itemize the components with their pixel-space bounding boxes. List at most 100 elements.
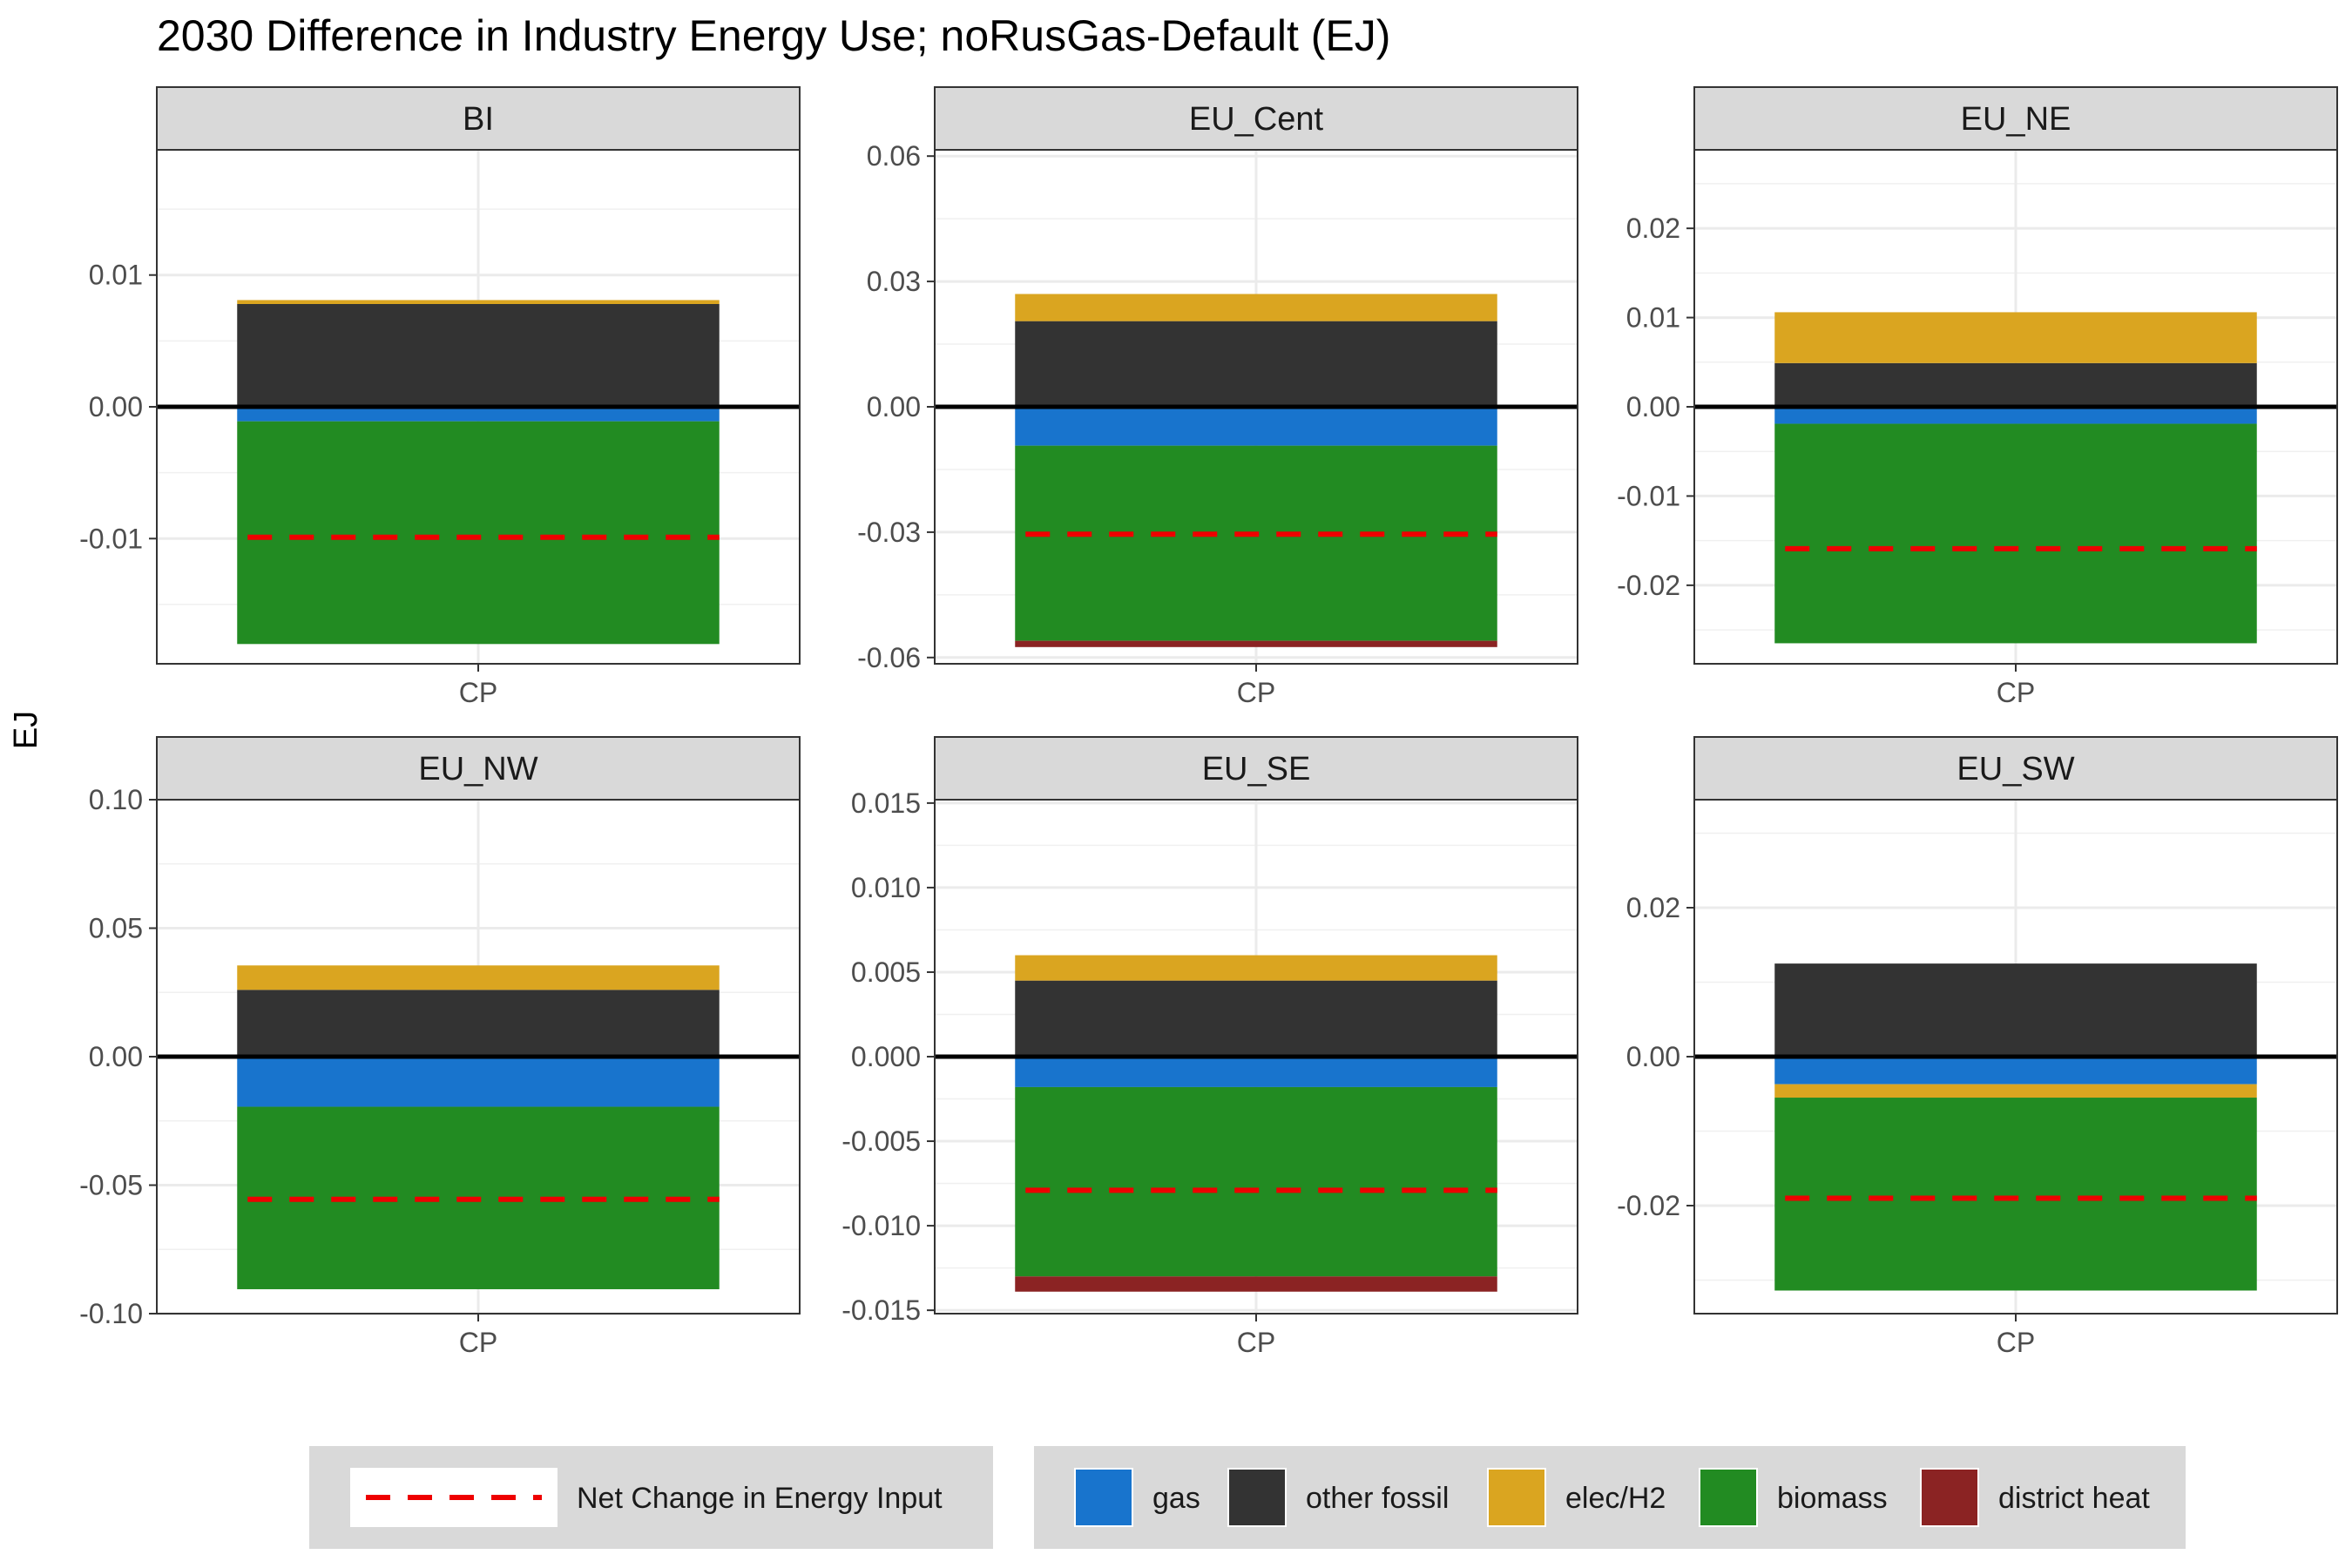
bar-segment-biomass	[1015, 445, 1497, 641]
chart-title: 2030 Difference in Industry Energy Use; …	[157, 11, 1390, 60]
y-tick-label: -0.06	[857, 642, 921, 673]
y-tick-label: -0.010	[841, 1210, 921, 1241]
legend-item-elec-h2: elec/H2	[1487, 1468, 1666, 1527]
y-tick-label: 0.000	[851, 1041, 921, 1072]
y-axis-title: EJ	[8, 711, 44, 749]
legend-key-biomass	[1700, 1470, 1756, 1525]
facet-label: EU_SW	[1957, 751, 2074, 787]
y-tick-label: 0.015	[851, 787, 921, 819]
x-tick-label: CP	[1237, 677, 1275, 708]
legend-label: Net Change in Energy Input	[577, 1482, 943, 1515]
panel-eu-cent: -0.06 -0.03 0.00 0.03 0.06 EU_Cent CP	[857, 86, 1578, 708]
y-tick-label: -0.03	[857, 517, 921, 548]
legend-key-other-fossil	[1229, 1470, 1285, 1525]
legend-item-gas: gas	[1074, 1468, 1200, 1527]
facet-label: BI	[463, 101, 494, 138]
bar-segment-other-fossil	[1015, 980, 1497, 1057]
legend-net: Net Change in Energy Input	[309, 1446, 993, 1549]
y-tick-label: 0.00	[1626, 1041, 1680, 1072]
facet-strip	[156, 736, 801, 801]
bar-segment-gas	[1015, 407, 1497, 446]
bar-segment-district-heat	[1015, 1276, 1497, 1292]
y-tick-label: 0.00	[867, 391, 921, 422]
bar-segment-biomass	[1015, 1086, 1497, 1277]
facet-label: EU_NE	[1961, 101, 2072, 138]
facet-strip	[1693, 736, 2338, 801]
bar-segment-other-fossil	[1774, 362, 2257, 407]
facet-label: EU_Cent	[1189, 101, 1324, 138]
bar-segment-elec-h2	[1774, 312, 2257, 363]
bar-segment-biomass	[1774, 1098, 2257, 1291]
y-tick-label: 0.02	[1626, 213, 1680, 244]
legend-item-district-heat: district heat	[1920, 1468, 2150, 1527]
facet-strip	[1693, 86, 2338, 151]
bar-segment-biomass	[237, 421, 720, 645]
bar-segment-other-fossil	[1774, 963, 2257, 1057]
bar-segment-biomass	[1774, 423, 2257, 644]
legend-fuels: gas other fossil elec/H2 biomass district he…	[1034, 1446, 2186, 1549]
legend-key-gas	[1076, 1470, 1132, 1525]
bar-segment-other-fossil	[237, 304, 720, 407]
x-tick-label: CP	[1997, 1327, 2035, 1358]
y-tick-label: 0.00	[1626, 391, 1680, 422]
legend-background	[1034, 1446, 2186, 1549]
facet-panels: -0.01 0.00 0.01 BI CP -0.06 -0.03 0.00 0.03 0.06 E…	[79, 86, 2338, 1358]
bar-segment-other-fossil	[237, 990, 720, 1057]
y-tick-label: -0.02	[1617, 570, 1680, 601]
x-tick-label: CP	[459, 677, 497, 708]
y-tick-label: -0.005	[841, 1125, 921, 1157]
bar-segment-gas	[237, 407, 720, 422]
y-tick-label: 0.01	[89, 260, 143, 291]
y-tick-label: 0.03	[867, 266, 921, 297]
x-tick-label: CP	[459, 1327, 497, 1358]
legend-item-other-fossil: other fossil	[1227, 1468, 1449, 1527]
legend-label: elec/H2	[1565, 1482, 1666, 1515]
legend-key-district-heat	[1922, 1470, 1977, 1525]
y-tick-label: 0.01	[1626, 302, 1680, 334]
y-tick-label: -0.015	[841, 1294, 921, 1326]
panel-bi: -0.01 0.00 0.01 BI CP	[79, 86, 801, 708]
y-tick-label: 0.00	[89, 391, 143, 422]
facet-strip	[934, 736, 1578, 801]
bar-segment-district-heat	[1015, 640, 1497, 647]
y-tick-label: 0.02	[1626, 892, 1680, 923]
bar-segment-other-fossil	[1015, 321, 1497, 407]
legend-label: other fossil	[1306, 1482, 1449, 1515]
y-tick-label: 0.06	[867, 140, 921, 172]
legend-label: district heat	[1998, 1482, 2150, 1515]
legend-label: biomass	[1777, 1482, 1888, 1515]
bar-segment-elec-h2	[1015, 955, 1497, 981]
panel-eu-sw: -0.02 0.00 0.02 EU_SW CP	[1617, 736, 2338, 1358]
legend: Net Change in Energy Input gas other fossi…	[309, 1446, 2186, 1549]
y-tick-label: -0.01	[79, 523, 143, 554]
y-tick-label: -0.02	[1617, 1190, 1680, 1221]
y-tick-label: 0.10	[89, 784, 143, 815]
y-tick-label: -0.01	[1617, 480, 1680, 511]
facet-strip	[934, 86, 1578, 151]
panel-eu-ne: -0.02 -0.01 0.00 0.01 0.02 EU_NE CP	[1617, 86, 2338, 708]
panel-eu-se: -0.015 -0.010 -0.005 0.000 0.005 0.010 0.015 EU…	[841, 736, 1578, 1358]
bar-segment-elec-h2	[237, 965, 720, 990]
y-tick-label: -0.05	[79, 1170, 143, 1201]
panel-eu-nw: -0.10 -0.05 0.00 0.05 0.10 EU_NW CP	[79, 736, 801, 1358]
legend-key-elec-h2	[1489, 1470, 1544, 1525]
bar-segment-gas	[1774, 1057, 2257, 1085]
y-tick-label: 0.005	[851, 956, 921, 988]
y-tick-label: 0.05	[89, 913, 143, 944]
bar-segment-gas	[237, 1057, 720, 1107]
bar-segment-gas	[1774, 407, 2257, 424]
y-tick-label: 0.00	[89, 1041, 143, 1072]
y-tick-label: -0.10	[79, 1298, 143, 1329]
legend-label: gas	[1152, 1482, 1200, 1515]
bar-segment-elec-h2	[1774, 1084, 2257, 1098]
bar-segment-elec-h2	[237, 300, 720, 304]
bar-segment-elec-h2	[1015, 294, 1497, 321]
x-tick-label: CP	[1237, 1327, 1275, 1358]
x-tick-label: CP	[1997, 677, 2035, 708]
facet-strip	[156, 86, 801, 151]
y-tick-label: 0.010	[851, 872, 921, 903]
legend-item-biomass: biomass	[1699, 1468, 1888, 1527]
facet-label: EU_NW	[418, 751, 537, 787]
facet-label: EU_SE	[1202, 751, 1311, 787]
